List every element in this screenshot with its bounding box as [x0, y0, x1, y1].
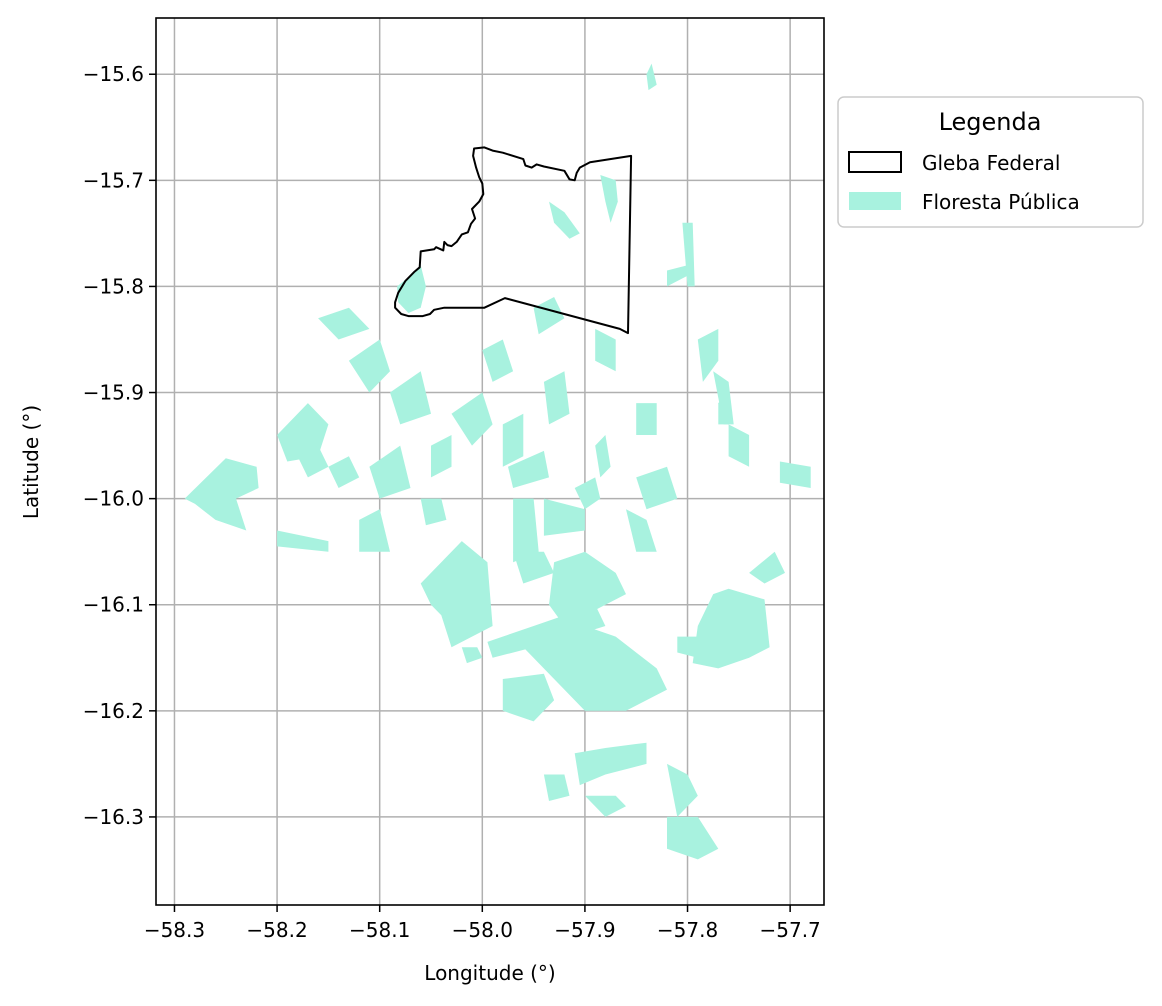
- floresta-publica-polygon: [390, 371, 431, 425]
- x-tick-label: −57.7: [759, 918, 820, 942]
- floresta-publica-polygon: [697, 328, 719, 382]
- floresta-publica-polygon: [667, 265, 688, 287]
- floresta-publica-layer: [184, 63, 811, 860]
- y-tick-label: −15.6: [83, 62, 144, 86]
- floresta-publica-polygon: [451, 392, 493, 446]
- legend-title: Legenda: [939, 108, 1042, 136]
- floresta-publica-polygon: [348, 339, 390, 393]
- floresta-publica-polygon: [420, 541, 493, 648]
- floresta-publica-polygon: [677, 636, 698, 658]
- x-tick-label: −58.3: [144, 918, 205, 942]
- floresta-publica-polygon: [718, 392, 729, 425]
- legend-forest-label: Floresta Pública: [922, 190, 1080, 214]
- floresta-publica-polygon: [584, 795, 626, 817]
- legend-gleba-label: Gleba Federal: [922, 151, 1060, 175]
- legend: Legenda Gleba Federal Floresta Pública: [837, 96, 1144, 228]
- y-tick-label: −16.2: [83, 699, 144, 723]
- legend-forest-swatch: [849, 192, 901, 210]
- floresta-publica-polygon: [574, 477, 601, 510]
- x-axis-ticks: −58.3 −58.2 −58.1 −58.0 −57.9 −57.8 −57.7: [144, 905, 821, 942]
- y-tick-label: −16.1: [83, 593, 144, 617]
- legend-frame: [837, 96, 1144, 228]
- floresta-publica-polygon: [626, 509, 657, 552]
- floresta-publica-polygon: [543, 774, 570, 801]
- gleba-federal-boundary: [394, 146, 633, 335]
- floresta-publica-polygon: [482, 339, 514, 382]
- floresta-publica-polygon: [533, 297, 565, 335]
- floresta-publica-polygon: [420, 498, 447, 526]
- floresta-publica-polygon: [682, 222, 695, 287]
- floresta-publica-polygon: [574, 742, 647, 786]
- floresta-publica-polygon: [595, 328, 616, 372]
- floresta-publica-polygon: [692, 588, 770, 669]
- floresta-publica-polygon: [549, 201, 580, 239]
- floresta-publica-polygon: [328, 456, 360, 488]
- floresta-publica-polygon: [513, 498, 539, 563]
- floresta-publica-polygon: [502, 413, 524, 467]
- y-tick-label: −15.8: [83, 274, 144, 298]
- floresta-publica-polygon: [184, 458, 259, 531]
- y-axis-label: Latitude (°): [19, 405, 43, 519]
- legend-gleba-swatch: [848, 151, 902, 173]
- x-tick-label: −58.1: [349, 918, 410, 942]
- floresta-publica-polygon: [431, 435, 452, 478]
- floresta-publica-polygon: [600, 175, 618, 223]
- x-tick-label: −58.0: [452, 918, 513, 942]
- floresta-publica-polygon: [397, 265, 426, 313]
- floresta-publica-polygon: [513, 551, 555, 584]
- floresta-publica-polygon: [646, 63, 657, 91]
- floresta-publica-polygon: [461, 647, 483, 664]
- floresta-publica-polygon: [369, 445, 411, 499]
- floresta-publica-polygon: [502, 673, 555, 722]
- floresta-publica-polygon: [636, 403, 657, 435]
- floresta-publica-polygon: [728, 424, 750, 467]
- y-tick-label: −15.7: [83, 168, 144, 192]
- y-tick-label: −16.3: [83, 805, 144, 829]
- y-tick-label: −15.9: [83, 381, 144, 405]
- floresta-publica-polygon: [667, 816, 719, 860]
- y-tick-label: −16.0: [83, 487, 144, 511]
- floresta-publica-polygon: [749, 551, 785, 584]
- floresta-publica-polygon: [543, 498, 585, 536]
- floresta-publica-polygon: [667, 763, 698, 817]
- floresta-publica-polygon: [277, 530, 329, 552]
- floresta-publica-polygon: [543, 371, 570, 425]
- floresta-publica-polygon: [595, 435, 611, 478]
- floresta-publica-polygon: [779, 461, 811, 488]
- floresta-publica-polygon: [523, 626, 667, 711]
- floresta-publica-polygon: [277, 403, 329, 462]
- floresta-publica-polygon: [508, 450, 549, 488]
- y-axis-ticks: −15.6 −15.7 −15.8 −15.9 −16.0 −16.1 −16.2 −16.3: [83, 62, 156, 829]
- gleba-federal-layer: [394, 146, 633, 335]
- plot-frame: [155, 17, 825, 906]
- floresta-publica-polygon: [359, 509, 390, 552]
- x-tick-label: −58.2: [246, 918, 307, 942]
- floresta-publica-polygon: [297, 445, 329, 478]
- x-tick-label: −57.8: [657, 918, 718, 942]
- floresta-publica-polygon: [549, 551, 626, 626]
- x-axis-label: Longitude (°): [424, 961, 555, 985]
- floresta-publica-polygon: [318, 307, 370, 340]
- floresta-publica-polygon: [636, 466, 678, 510]
- x-tick-label: −57.9: [554, 918, 615, 942]
